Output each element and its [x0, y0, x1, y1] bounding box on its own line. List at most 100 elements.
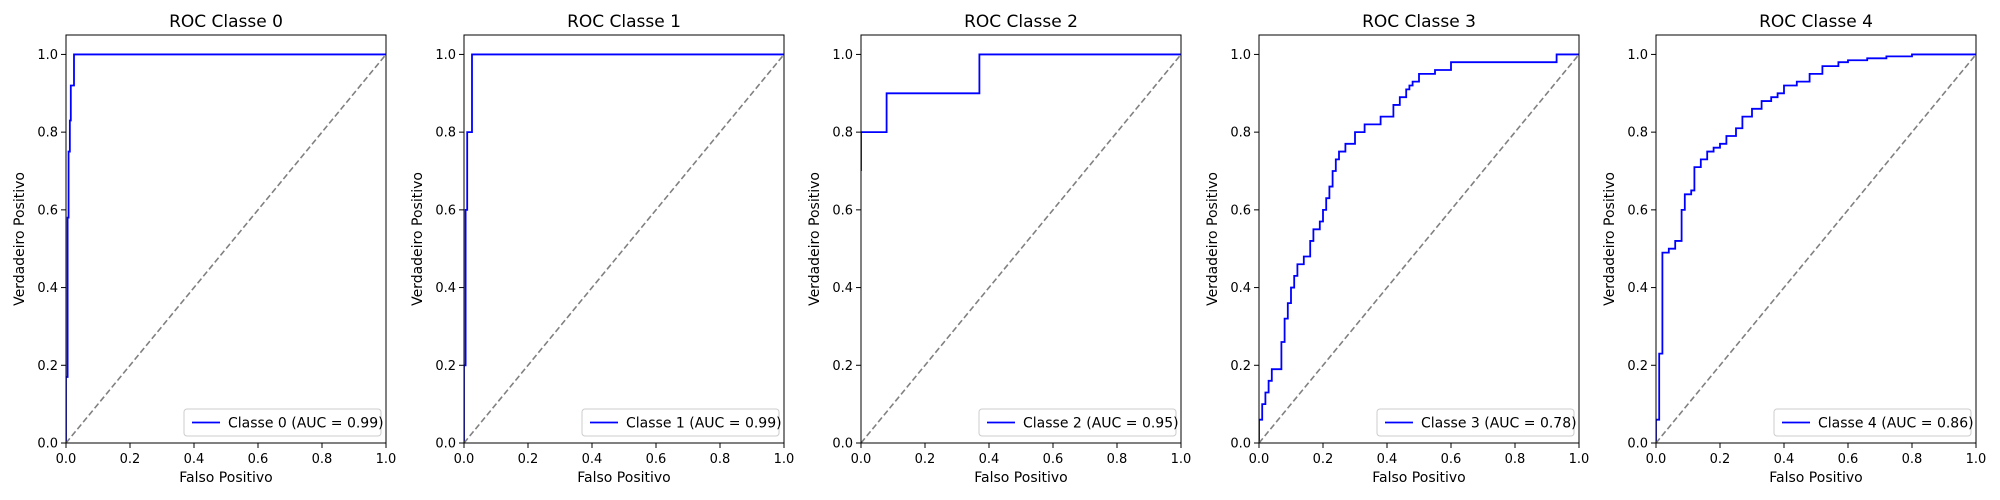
x-tick-label: 0.6	[646, 452, 667, 467]
x-tick-label: 0.8	[1902, 452, 1923, 467]
legend-box	[978, 408, 1177, 437]
y-tick-label: 0.2	[37, 359, 58, 374]
x-tick-label: 0.6	[1043, 452, 1064, 467]
y-tick-label: 0.4	[1627, 281, 1648, 296]
x-tick-label: 1.0	[774, 452, 795, 467]
y-axis-label: Verdadeiro Positivo	[410, 172, 426, 306]
y-tick-label: 1.0	[37, 48, 58, 63]
panel-title: ROC Classe 2	[964, 12, 1078, 32]
y-tick-label: 1.0	[435, 48, 456, 63]
chance-diagonal-line	[464, 53, 784, 443]
legend-label: Classe 2 (AUC = 0.95)	[1023, 416, 1179, 432]
x-tick-label: 0.0	[1249, 452, 1270, 467]
x-tick-label: 0.2	[120, 452, 141, 467]
legend-box	[1376, 408, 1575, 437]
y-tick-label: 0.4	[1230, 281, 1251, 296]
y-tick-label: 0.6	[37, 203, 58, 218]
x-axis-label: Falso Positivo	[179, 470, 272, 486]
legend-box	[1773, 408, 1972, 437]
x-tick-label: 0.2	[1313, 452, 1334, 467]
x-axis-label: Falso Positivo	[1769, 470, 1862, 486]
x-tick-label: 0.4	[184, 452, 205, 467]
y-tick-label: 0.4	[37, 281, 58, 296]
legend: Classe 4 (AUC = 0.86)	[1773, 408, 1974, 437]
y-tick-label: 0.6	[832, 203, 853, 218]
y-axis-label: Verdadeiro Positivo	[807, 172, 823, 306]
y-tick-label: 1.0	[1230, 48, 1251, 63]
x-tick-label: 0.4	[582, 452, 603, 467]
roc-panel-0: ROC Classe 0 0.0 0.2 0.4 0.6 0.8 1.0 0.0 0.2 0.4 0…	[12, 12, 396, 486]
legend-box	[183, 408, 382, 437]
y-tick-label: 0.0	[435, 437, 456, 452]
x-tick-label: 0.2	[1710, 452, 1731, 467]
y-tick-label: 0.6	[435, 203, 456, 218]
x-axis-label: Falso Positivo	[577, 470, 670, 486]
roc-curve-line	[66, 53, 386, 443]
y-axis-label: Verdadeiro Positivo	[1205, 172, 1221, 306]
x-axis-label: Falso Positivo	[974, 470, 1067, 486]
y-tick-label: 0.8	[832, 126, 853, 141]
y-tick-label: 0.0	[1627, 437, 1648, 452]
legend: Classe 0 (AUC = 0.99)	[183, 408, 384, 437]
panel-title: ROC Classe 1	[567, 12, 681, 32]
y-tick-label: 0.2	[832, 359, 853, 374]
chance-diagonal-line	[1259, 53, 1579, 443]
y-tick-label: 0.0	[832, 437, 853, 452]
y-tick-label: 0.6	[1230, 203, 1251, 218]
plot-frame	[1258, 34, 1580, 444]
legend: Classe 3 (AUC = 0.78)	[1376, 408, 1577, 437]
x-tick-label: 0.0	[454, 452, 475, 467]
y-tick-label: 1.0	[832, 48, 853, 63]
plot-frame	[860, 34, 1182, 444]
panel-title: ROC Classe 3	[1362, 12, 1476, 32]
x-tick-label: 0.8	[1505, 452, 1526, 467]
y-tick-label: 0.4	[435, 281, 456, 296]
x-axis-label: Falso Positivo	[1372, 470, 1465, 486]
plot-frame	[1655, 34, 1977, 444]
y-axis-label: Verdadeiro Positivo	[1602, 172, 1618, 306]
x-tick-label: 1.0	[1569, 452, 1590, 467]
y-tick-label: 0.4	[832, 281, 853, 296]
roc-panel-3: ROC Classe 3 0.0 0.2 0.4 0.6 0.8 1.0 0.0 0.2 0.4 0…	[1205, 12, 1589, 486]
panel-title: ROC Classe 0	[169, 12, 283, 32]
y-tick-label: 0.6	[1627, 203, 1648, 218]
x-tick-label: 0.4	[1377, 452, 1398, 467]
roc-panel-1: ROC Classe 1 0.0 0.2 0.4 0.6 0.8 1.0 0.0 0.2 0.4 0…	[410, 12, 794, 486]
x-tick-label: 0.8	[312, 452, 333, 467]
y-tick-label: 1.0	[1627, 48, 1648, 63]
legend-label: Classe 3 (AUC = 0.78)	[1421, 416, 1577, 432]
x-tick-label: 1.0	[1171, 452, 1192, 467]
x-tick-label: 0.2	[915, 452, 936, 467]
legend-label: Classe 4 (AUC = 0.86)	[1818, 416, 1974, 432]
x-tick-label: 0.6	[1838, 452, 1859, 467]
y-tick-label: 0.2	[435, 359, 456, 374]
y-axis-label: Verdadeiro Positivo	[12, 172, 28, 306]
y-tick-label: 0.2	[1230, 359, 1251, 374]
x-tick-label: 0.4	[979, 452, 1000, 467]
x-tick-label: 0.2	[518, 452, 539, 467]
x-tick-label: 1.0	[1966, 452, 1987, 467]
x-tick-label: 0.0	[56, 452, 77, 467]
roc-curve-line	[1656, 53, 1976, 443]
legend: Classe 2 (AUC = 0.95)	[978, 408, 1179, 437]
x-tick-label: 0.0	[851, 452, 872, 467]
x-tick-label: 0.8	[1107, 452, 1128, 467]
chance-diagonal-line	[1656, 53, 1976, 443]
roc-curve-line	[464, 53, 784, 443]
y-tick-label: 0.8	[1627, 126, 1648, 141]
roc-curve-line	[1259, 53, 1579, 443]
y-tick-label: 0.0	[1230, 437, 1251, 452]
plot-frame	[463, 34, 785, 444]
x-tick-label: 0.6	[248, 452, 269, 467]
chance-diagonal-line	[861, 53, 1181, 443]
y-tick-label: 0.8	[1230, 126, 1251, 141]
x-tick-label: 0.8	[710, 452, 731, 467]
legend: Classe 1 (AUC = 0.99)	[581, 408, 782, 437]
x-tick-label: 1.0	[376, 452, 397, 467]
y-tick-label: 0.8	[435, 126, 456, 141]
roc-panel-2: ROC Classe 2 0.0 0.2 0.4 0.6 0.8 1.0 0.0 0.2 0.4 0…	[807, 12, 1191, 486]
roc-panel-4: ROC Classe 4 0.0 0.2 0.4 0.6 0.8 1.0 0.0 0.2 0.4 0…	[1602, 12, 1986, 486]
legend-label: Classe 0 (AUC = 0.99)	[228, 416, 384, 432]
chance-diagonal-line	[66, 53, 386, 443]
